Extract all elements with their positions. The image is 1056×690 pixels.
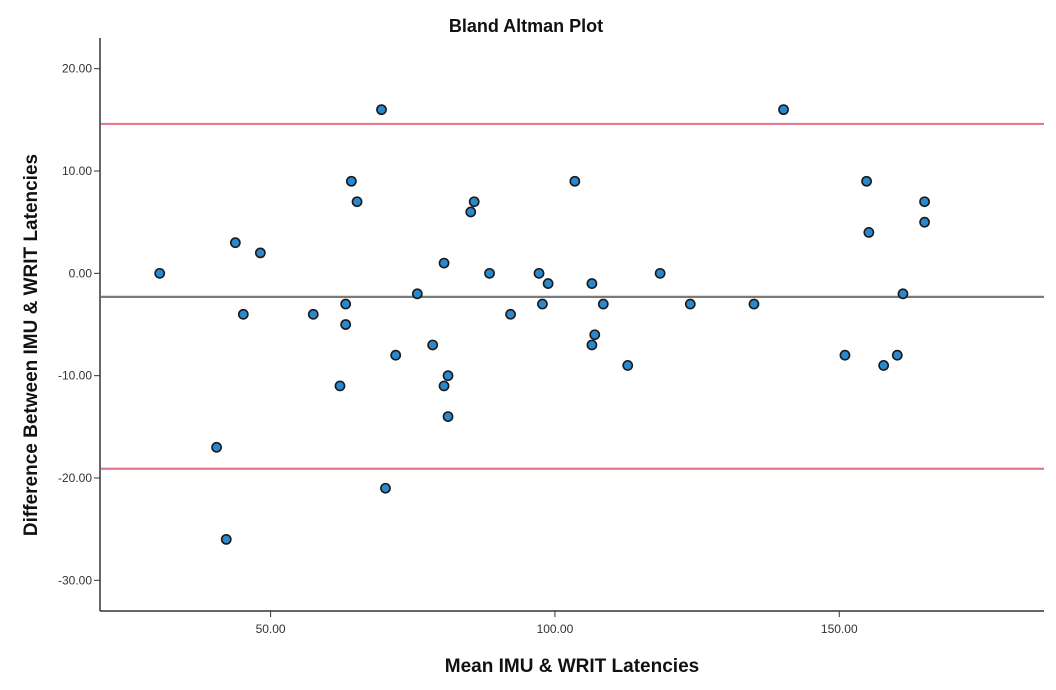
- y-tick-label: 0.00: [69, 266, 93, 280]
- data-point: [684, 298, 696, 310]
- data-point: [586, 278, 598, 289]
- y-tick-label: 10.00: [62, 164, 92, 178]
- data-point: [340, 298, 352, 310]
- data-point: [334, 380, 346, 392]
- data-point: [586, 339, 598, 351]
- data-point: [533, 267, 545, 279]
- data-point: [622, 360, 634, 371]
- data-point: [861, 175, 872, 187]
- y-tick-label: -30.00: [58, 573, 92, 587]
- data-point: [427, 339, 439, 351]
- data-point: [380, 482, 391, 494]
- x-tick-label: 100.00: [537, 622, 574, 636]
- data-point: [654, 267, 666, 279]
- data-point: [351, 196, 363, 208]
- x-tick-label: 150.00: [821, 622, 858, 636]
- data-point: [778, 104, 789, 116]
- data-point: [237, 308, 249, 320]
- x-axis-ticks: 50.00 100.00 150.00: [256, 611, 858, 636]
- data-point: [340, 319, 352, 330]
- data-point: [597, 298, 609, 310]
- data-point: [897, 288, 909, 300]
- data-point: [442, 370, 454, 382]
- data-point: [919, 196, 930, 208]
- data-point: [438, 380, 450, 392]
- data-point: [220, 533, 232, 545]
- data-point: [569, 175, 581, 187]
- y-axis-label: Difference Between IMU & WRIT Latencies: [21, 154, 42, 536]
- data-point: [589, 329, 601, 341]
- data-point: [390, 349, 402, 361]
- data-point: [229, 237, 241, 249]
- data-point: [484, 267, 495, 279]
- y-tick-label: -10.00: [58, 369, 92, 383]
- data-point: [891, 349, 903, 361]
- y-tick-label: -20.00: [58, 471, 92, 485]
- y-tick-label: 20.00: [62, 62, 92, 76]
- data-point: [468, 196, 480, 208]
- data-point: [376, 104, 387, 116]
- data-point: [438, 257, 450, 269]
- data-point: [465, 206, 477, 218]
- data-point: [537, 298, 548, 310]
- data-point: [442, 411, 454, 422]
- data-points: [154, 104, 930, 545]
- data-point: [839, 349, 851, 361]
- data-point: [505, 308, 516, 320]
- data-point: [542, 278, 554, 289]
- x-axis-label: Mean IMU & WRIT Latencies: [445, 656, 699, 677]
- data-point: [345, 175, 357, 187]
- x-tick-label: 50.00: [256, 622, 286, 636]
- data-point: [154, 267, 166, 279]
- data-point: [307, 308, 319, 320]
- data-point: [411, 288, 423, 300]
- chart-title: Bland Altman Plot: [449, 16, 603, 36]
- data-point: [748, 298, 760, 310]
- data-point: [254, 247, 266, 259]
- data-point: [919, 216, 930, 228]
- data-point: [863, 227, 875, 238]
- y-axis-ticks: 20.00 10.00 0.00 -10.00 -20.00 -30.00: [58, 62, 100, 587]
- data-point: [211, 441, 222, 453]
- data-point: [878, 360, 890, 371]
- reference-lines: [101, 122, 1044, 470]
